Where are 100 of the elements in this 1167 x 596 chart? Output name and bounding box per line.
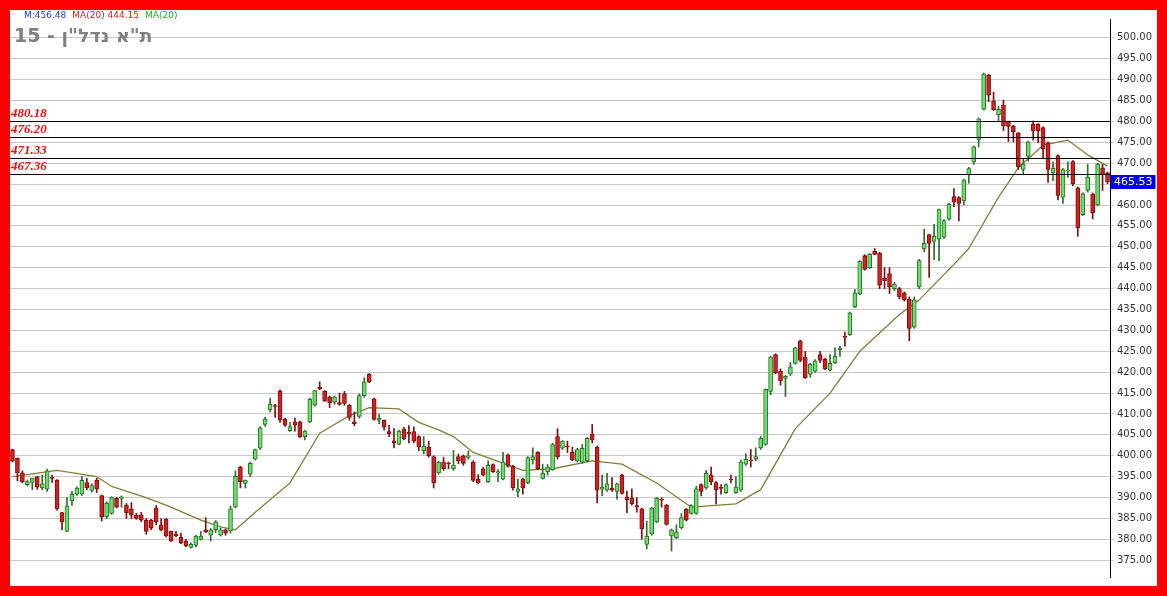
candlestick xyxy=(654,497,659,523)
candlestick xyxy=(768,355,773,396)
candlestick xyxy=(877,251,882,289)
candlestick xyxy=(134,513,139,520)
y-tick-label: 435.00 xyxy=(1117,303,1152,315)
y-tick-label: 500.00 xyxy=(1117,31,1152,43)
candlestick xyxy=(773,353,778,375)
candlestick xyxy=(203,517,209,534)
y-tick-label: 475.00 xyxy=(1117,135,1152,147)
candlestick xyxy=(679,513,684,530)
candlestick xyxy=(565,440,570,453)
candlestick xyxy=(243,479,248,489)
candlestick xyxy=(837,345,843,357)
y-tick-label: 445.00 xyxy=(1117,261,1152,273)
candlestick xyxy=(337,392,342,406)
candlestick xyxy=(991,91,996,111)
candlestick xyxy=(545,464,550,476)
candlestick xyxy=(238,465,243,489)
candlestick xyxy=(887,267,892,294)
candlestick xyxy=(451,450,456,471)
candlestick xyxy=(634,497,640,513)
candlestick xyxy=(1001,99,1006,131)
y-tick-label: 380.00 xyxy=(1117,532,1152,544)
candlestick xyxy=(466,450,471,460)
candlestick xyxy=(550,442,555,471)
candlestick xyxy=(981,72,986,111)
candlestick xyxy=(1011,124,1016,143)
candlestick xyxy=(347,404,352,421)
y-tick-label: 385.00 xyxy=(1117,512,1152,524)
candlestick xyxy=(570,446,575,462)
candlestick xyxy=(208,528,214,542)
annotation: M:456.48 xyxy=(24,10,67,20)
ref-line-label: 476.20 xyxy=(10,121,48,137)
candlestick xyxy=(684,508,689,522)
candlestick xyxy=(1100,164,1105,191)
candlestick xyxy=(1090,192,1095,220)
candlestick xyxy=(391,428,397,449)
candlestick xyxy=(436,460,441,475)
candlestick xyxy=(664,503,669,526)
candlestick xyxy=(20,470,25,484)
y-tick-label: 410.00 xyxy=(1117,407,1152,419)
candlestick xyxy=(461,454,466,466)
candlestick xyxy=(114,497,119,509)
candlestick xyxy=(986,73,991,103)
ref-line-label: 467.36 xyxy=(10,158,48,174)
candlestick xyxy=(1095,162,1100,207)
candlestick xyxy=(441,457,446,471)
candlestick xyxy=(555,428,560,460)
candlestick xyxy=(882,267,887,289)
annotation: MA(20) 444.15 xyxy=(72,10,140,20)
candlestick xyxy=(892,282,897,292)
candlestick xyxy=(649,506,654,536)
candlestick xyxy=(1016,131,1021,170)
candlestick xyxy=(327,395,332,409)
candlestick xyxy=(233,470,238,509)
y-tick-label: 470.00 xyxy=(1117,156,1152,168)
candlestick xyxy=(119,495,124,508)
candlestick xyxy=(426,440,432,458)
candlestick xyxy=(748,449,754,468)
candlestick xyxy=(560,440,565,450)
candlestick xyxy=(10,448,15,463)
y-tick-label: 405.00 xyxy=(1117,428,1152,440)
candlestick xyxy=(659,497,664,508)
candlestick xyxy=(342,391,347,406)
y-tick-label: 390.00 xyxy=(1117,491,1152,503)
candlestick xyxy=(104,501,109,519)
candlestick xyxy=(213,520,218,534)
y-tick-label: 420.00 xyxy=(1117,365,1152,377)
y-tick-label: 450.00 xyxy=(1117,240,1152,252)
candlestick xyxy=(356,393,362,419)
candlestick xyxy=(599,474,605,497)
y-tick-label: 400.00 xyxy=(1117,449,1152,461)
candlestick xyxy=(109,496,114,515)
candlestick xyxy=(456,453,461,465)
y-tick-label: 460.00 xyxy=(1117,198,1152,210)
candlestick xyxy=(124,503,129,519)
candlestick xyxy=(872,248,877,256)
candlestick xyxy=(247,461,253,478)
candlestick xyxy=(575,447,580,463)
candlestick xyxy=(778,368,783,386)
candlestick xyxy=(322,390,327,402)
y-tick-label: 430.00 xyxy=(1117,323,1152,335)
candlestick xyxy=(728,474,734,484)
annotation: MA(20) xyxy=(145,10,178,20)
candlestick xyxy=(674,524,679,539)
candlestick xyxy=(906,296,912,342)
candlestick xyxy=(25,479,30,487)
candlestick xyxy=(669,528,674,552)
candlestick xyxy=(793,346,798,365)
y-tick-label: 375.00 xyxy=(1117,553,1152,565)
candlestick xyxy=(446,461,451,470)
candlestick xyxy=(138,511,144,523)
y-tick-label: 485.00 xyxy=(1117,94,1152,106)
candlestick xyxy=(352,411,357,427)
candlestick xyxy=(515,478,521,498)
chart-title: ת"א נדל"ן - 15 xyxy=(14,24,153,46)
candlestick xyxy=(624,490,630,513)
candlestick xyxy=(223,528,228,536)
y-tick-label: 490.00 xyxy=(1117,73,1152,85)
candlestick xyxy=(15,457,20,482)
